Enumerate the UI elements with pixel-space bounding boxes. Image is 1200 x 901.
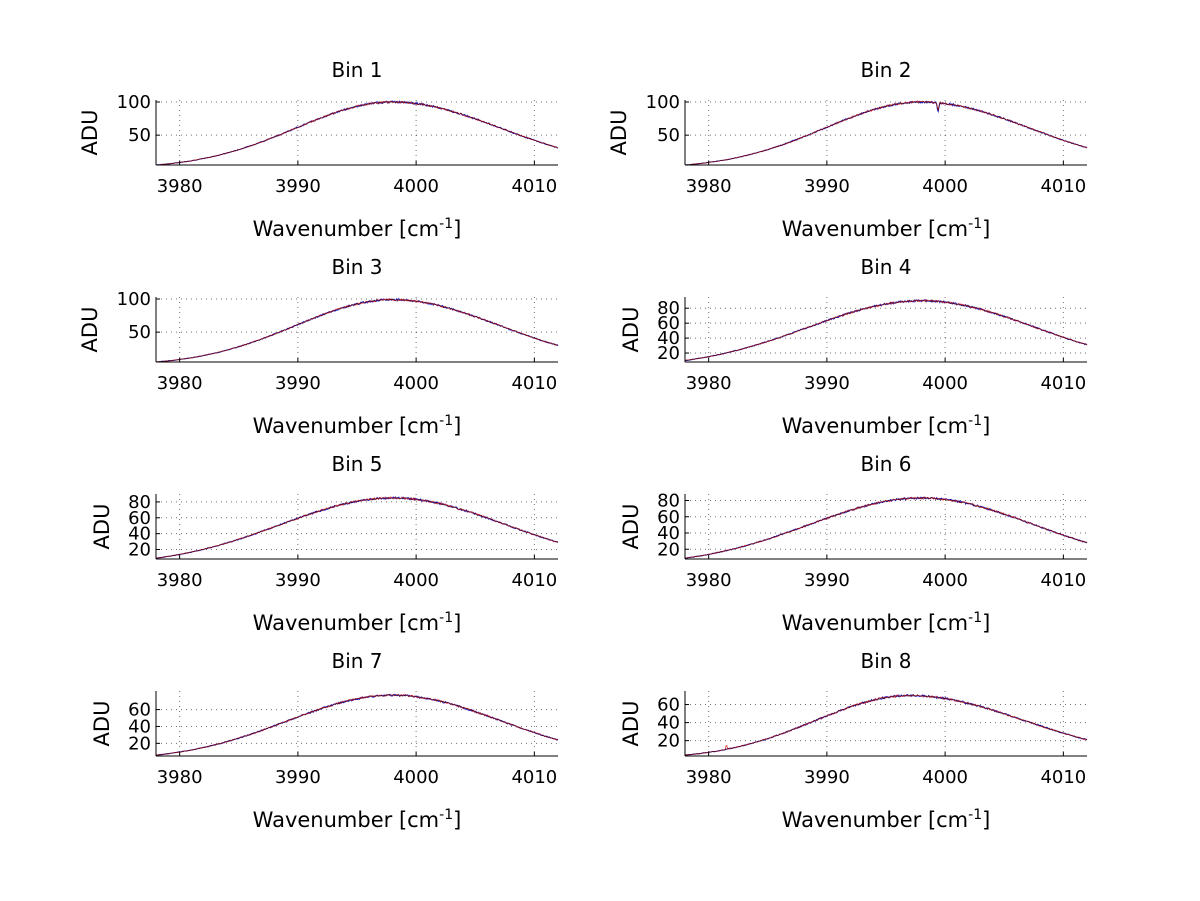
y-tick-label: 40: [128, 716, 151, 737]
x-tick-label: 4010: [511, 176, 557, 197]
y-tick-label: 40: [128, 524, 151, 545]
x-tick-label: 3990: [275, 570, 321, 591]
subplot-title: Bin 6: [860, 452, 911, 476]
y-tick-label: 60: [128, 508, 151, 529]
x-axis-label: Wavenumber [cm-1]: [782, 610, 991, 635]
x-tick-label: 4000: [922, 373, 968, 394]
y-tick-label: 50: [128, 322, 151, 343]
series-line-residual-trace: [685, 299, 1087, 361]
y-tick-label: 40: [657, 523, 680, 544]
subplot-bin-1: Bin 1 3980 3990 4000 4010 50 100 Wavenumber [cm…: [78, 58, 559, 241]
x-tick-label: 4000: [393, 570, 439, 591]
x-tick-label: 3980: [157, 373, 203, 394]
x-tick-label: 4000: [922, 570, 968, 591]
x-axis-label: Wavenumber [cm-1]: [782, 413, 991, 438]
y-tick-label: 60: [657, 507, 680, 528]
y-tick-label: 100: [117, 289, 151, 310]
subplot-grid: Bin 1 3980 3990 4000 4010 50 100 Wavenumber [cm…: [78, 58, 1088, 832]
subplot-title: Bin 3: [331, 255, 382, 279]
x-tick-label: 3990: [804, 373, 850, 394]
x-axis-label: Wavenumber [cm-1]: [253, 216, 462, 241]
series-line-residual-trace: [155, 298, 559, 363]
x-axis-label: Wavenumber [cm-1]: [253, 610, 462, 635]
y-tick-label: 80: [128, 492, 151, 513]
x-tick-label: 4000: [922, 176, 968, 197]
series-line-residual-trace: [684, 100, 1088, 166]
y-tick-label: 20: [128, 733, 151, 754]
x-axis-label: Wavenumber [cm-1]: [782, 807, 991, 832]
y-axis-label: ADU: [619, 701, 643, 747]
x-tick-label: 3980: [686, 570, 732, 591]
y-tick-label: 20: [657, 539, 680, 560]
x-tick-label: 4010: [1040, 767, 1086, 788]
x-axis-label: Wavenumber [cm-1]: [253, 413, 462, 438]
x-tick-label: 4010: [1040, 373, 1086, 394]
x-tick-label: 4010: [511, 373, 557, 394]
x-tick-label: 4000: [393, 373, 439, 394]
x-tick-label: 3990: [275, 373, 321, 394]
y-axis-label: ADU: [90, 504, 114, 550]
x-tick-label: 3980: [157, 767, 203, 788]
subplot-title: Bin 7: [331, 649, 382, 673]
x-tick-label: 3990: [804, 176, 850, 197]
series-line-residual-trace: [155, 496, 559, 559]
x-tick-label: 3990: [804, 570, 850, 591]
y-tick-label: 50: [128, 125, 151, 146]
x-tick-label: 3990: [275, 767, 321, 788]
y-axis-label: ADU: [619, 504, 643, 550]
y-tick-label: 40: [657, 328, 680, 349]
y-tick-label: 40: [657, 713, 680, 734]
y-tick-label: 60: [128, 700, 151, 721]
y-tick-label: 20: [657, 343, 680, 364]
series-line-residual-trace: [684, 694, 1088, 756]
subplot-title: Bin 5: [331, 452, 382, 476]
subplot-bin-2: Bin 2 3980 3990 4000 4010 50 100 Wavenumber [cm…: [607, 58, 1088, 241]
y-tick-label: 60: [657, 695, 680, 716]
x-tick-label: 4000: [922, 767, 968, 788]
y-axis-label: ADU: [78, 307, 102, 353]
x-tick-label: 3980: [157, 570, 203, 591]
x-tick-label: 4000: [393, 767, 439, 788]
y-tick-label: 100: [117, 92, 151, 113]
x-tick-label: 3990: [804, 767, 850, 788]
y-tick-label: 80: [657, 298, 680, 319]
y-axis-label: ADU: [90, 701, 114, 747]
x-tick-label: 3980: [686, 373, 732, 394]
x-tick-label: 4010: [1040, 570, 1086, 591]
x-axis-label: Wavenumber [cm-1]: [253, 807, 462, 832]
subplot-title: Bin 8: [860, 649, 911, 673]
y-tick-label: 50: [657, 125, 680, 146]
y-axis-label: ADU: [78, 110, 102, 156]
series-line-residual-trace: [684, 496, 1088, 559]
x-axis-label: Wavenumber [cm-1]: [782, 216, 991, 241]
subplot-title: Bin 1: [331, 58, 382, 82]
subplot-bin-3: Bin 3 3980 3990 4000 4010 50 100 Wavenumber [cm…: [78, 255, 559, 438]
subplot-title: Bin 4: [860, 255, 911, 279]
x-tick-label: 3980: [686, 767, 732, 788]
y-tick-label: 20: [128, 539, 151, 560]
y-tick-label: 100: [646, 92, 680, 113]
y-tick-label: 80: [657, 491, 680, 512]
y-tick-label: 20: [657, 731, 680, 752]
subplot-title: Bin 2: [860, 58, 911, 82]
x-tick-label: 4000: [393, 176, 439, 197]
y-tick-label: 60: [657, 313, 680, 334]
y-axis-label: ADU: [619, 307, 643, 353]
series-line-residual-trace: [155, 694, 559, 756]
x-tick-label: 4010: [1040, 176, 1086, 197]
x-tick-label: 4010: [511, 767, 557, 788]
y-axis-label: ADU: [607, 110, 631, 156]
x-tick-label: 3990: [275, 176, 321, 197]
x-tick-label: 3980: [157, 176, 203, 197]
x-tick-label: 3980: [686, 176, 732, 197]
x-tick-label: 4010: [511, 570, 557, 591]
series-line-residual-trace: [155, 100, 559, 166]
